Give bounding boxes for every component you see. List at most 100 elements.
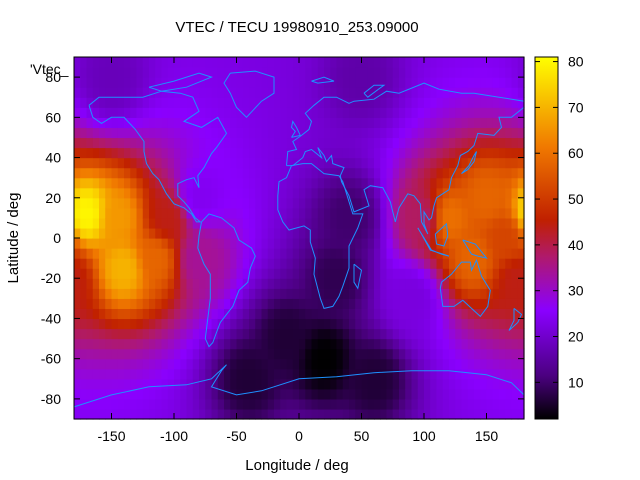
heatmap-cell — [505, 157, 513, 169]
heatmap-cell — [349, 137, 356, 149]
heatmap-cell — [436, 278, 444, 289]
heatmap-cell — [261, 207, 269, 219]
heatmap-cell — [299, 278, 306, 289]
heatmap-cell — [480, 177, 488, 189]
heatmap-cell — [192, 248, 200, 259]
heatmap-cell — [386, 318, 394, 330]
x-tick-label: -150 — [97, 428, 125, 444]
heatmap-cell — [224, 117, 231, 128]
heatmap-cell — [374, 388, 381, 400]
heatmap-cell — [274, 378, 281, 390]
heatmap-cell — [86, 147, 94, 159]
heatmap-cell — [124, 348, 131, 360]
heatmap-cell — [480, 278, 488, 289]
heatmap-cell — [286, 117, 294, 128]
heatmap-cell — [499, 217, 506, 229]
heatmap-cell — [367, 147, 375, 159]
heatmap-cell — [311, 107, 319, 118]
heatmap-cell — [430, 117, 438, 128]
heatmap-cell — [324, 217, 331, 229]
heatmap-cell — [505, 328, 513, 340]
heatmap-cell — [267, 408, 275, 420]
heatmap-cell — [205, 278, 213, 289]
heatmap-cell — [86, 67, 94, 78]
heatmap-cell — [86, 187, 94, 199]
heatmap-cell — [442, 207, 450, 219]
heatmap-cell — [411, 238, 419, 249]
heatmap-cell — [155, 117, 163, 128]
heatmap-cell — [267, 187, 275, 199]
heatmap-cell — [149, 258, 156, 269]
heatmap-cell — [292, 288, 300, 299]
heatmap-cell — [99, 197, 106, 209]
heatmap-cell — [99, 328, 106, 340]
heatmap-cell — [92, 378, 100, 390]
heatmap-cell — [367, 57, 375, 68]
heatmap-cell — [211, 137, 219, 149]
heatmap-cell — [449, 258, 456, 269]
heatmap-cell — [499, 127, 506, 139]
heatmap-cell — [449, 177, 456, 189]
heatmap-cell — [186, 248, 194, 259]
heatmap-cell — [386, 127, 394, 139]
heatmap-cell — [467, 398, 475, 410]
heatmap-cell — [280, 268, 288, 279]
heatmap-cell — [105, 67, 113, 78]
heatmap-cell — [111, 378, 119, 390]
heatmap-cell — [280, 87, 288, 98]
heatmap-cell — [80, 107, 88, 118]
colorbar-tick-label: 20 — [568, 329, 584, 345]
heatmap-cell — [380, 338, 388, 350]
heatmap-cell — [111, 167, 119, 179]
heatmap-cell — [111, 268, 119, 279]
heatmap-cell — [467, 388, 475, 400]
heatmap-cell — [442, 197, 450, 209]
heatmap-cell — [274, 338, 281, 350]
heatmap-cell — [505, 107, 513, 118]
heatmap-cell — [155, 177, 163, 189]
heatmap-cell — [324, 278, 331, 289]
heatmap-cell — [411, 248, 419, 259]
heatmap-cell — [430, 258, 438, 269]
heatmap-cell — [317, 238, 325, 249]
heatmap-cell — [367, 187, 375, 199]
heatmap-cell — [299, 207, 306, 219]
heatmap-cell — [136, 398, 144, 410]
heatmap-cell — [199, 217, 206, 229]
heatmap-cell — [249, 268, 256, 279]
heatmap-cell — [167, 378, 175, 390]
heatmap-cell — [342, 127, 350, 139]
heatmap-cell — [399, 207, 406, 219]
heatmap-cell — [74, 207, 81, 219]
heatmap-cell — [517, 358, 525, 370]
heatmap-cell — [117, 77, 125, 88]
heatmap-cell — [386, 147, 394, 159]
heatmap-cell — [186, 258, 194, 269]
heatmap-cell — [199, 117, 206, 128]
heatmap-cell — [199, 57, 206, 68]
heatmap-cell — [442, 378, 450, 390]
heatmap-cell — [467, 67, 475, 78]
heatmap-cell — [192, 187, 200, 199]
heatmap-cell — [142, 67, 150, 78]
heatmap-cell — [517, 338, 525, 350]
heatmap-cell — [267, 278, 275, 289]
heatmap-cell — [149, 348, 156, 360]
heatmap-cell — [311, 117, 319, 128]
heatmap-cell — [124, 288, 131, 299]
heatmap-cell — [261, 227, 269, 239]
heatmap-cell — [499, 117, 506, 128]
heatmap-cell — [74, 127, 81, 139]
heatmap-cell — [299, 217, 306, 229]
heatmap-cell — [149, 288, 156, 299]
heatmap-cell — [405, 378, 413, 390]
heatmap-cell — [417, 77, 425, 88]
heatmap-cell — [442, 278, 450, 289]
heatmap-cell — [286, 408, 294, 420]
heatmap-cell — [205, 217, 213, 229]
heatmap-cell — [355, 308, 363, 320]
heatmap-cell — [480, 298, 488, 309]
heatmap-cell — [180, 197, 188, 209]
heatmap-cell — [361, 318, 369, 330]
heatmap-cell — [492, 338, 500, 350]
